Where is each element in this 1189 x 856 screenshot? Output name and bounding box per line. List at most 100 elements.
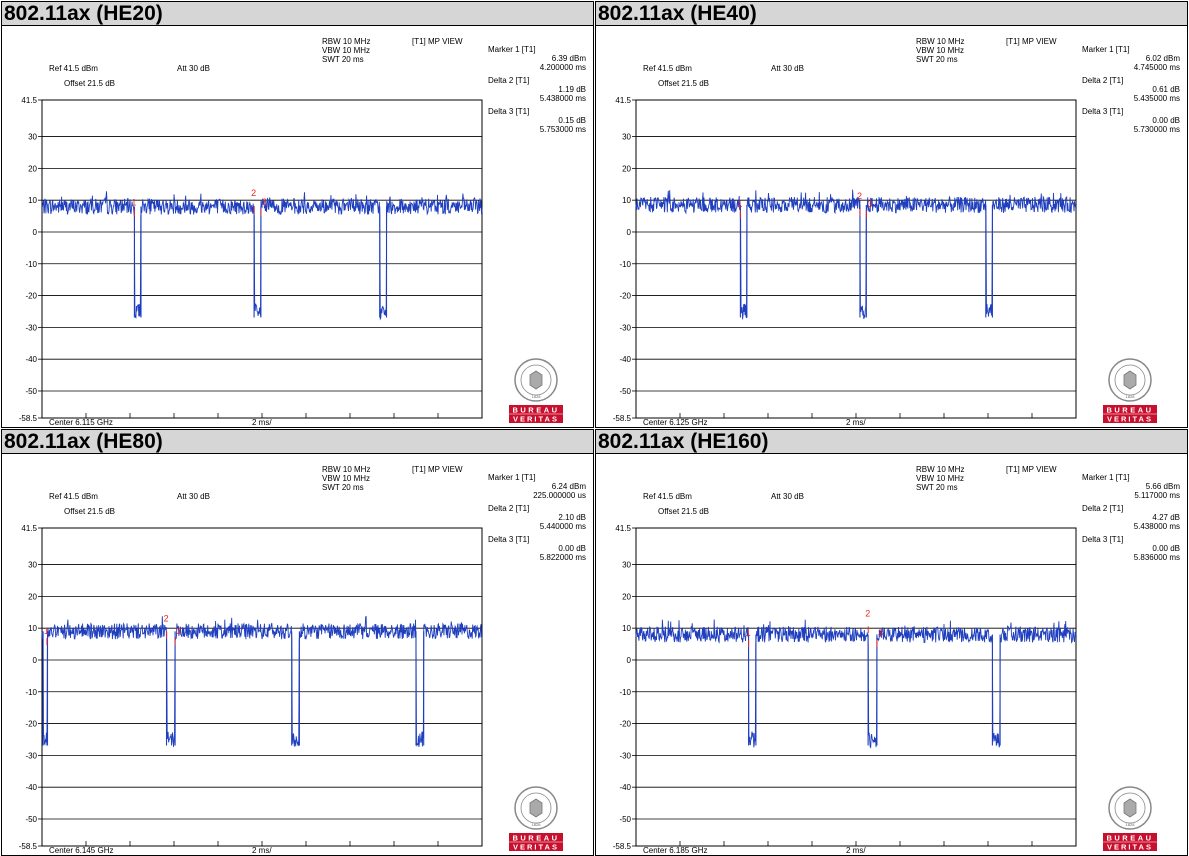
burst-gap-edge bbox=[748, 634, 757, 746]
y-tick-label: 41.5 bbox=[21, 524, 37, 533]
logo-emblem bbox=[1123, 370, 1137, 390]
logo-text-top: BUREAU bbox=[512, 834, 559, 843]
trace-mode-label: [T1] MP VIEW bbox=[1006, 37, 1057, 46]
ref-level-label: Ref 41.5 dBm bbox=[49, 64, 98, 73]
panel-title: 802.11ax (HE160) bbox=[596, 430, 1187, 454]
marker-readout-label: Marker 1 [T1] bbox=[488, 45, 536, 54]
y-tick-label: 41.5 bbox=[21, 96, 37, 105]
vbw-label: VBW 10 MHz bbox=[322, 474, 370, 483]
marker-2-label: 2 bbox=[865, 608, 870, 618]
logo-emblem bbox=[529, 798, 543, 818]
marker-readout-value: 5.66 dBm bbox=[1146, 482, 1181, 491]
trace-line bbox=[41, 615, 483, 748]
marker-readout-time: 5.836000 ms bbox=[1134, 553, 1180, 562]
y-tick-label: 41.5 bbox=[615, 524, 631, 533]
marker-readout-label: Delta 3 [T1] bbox=[488, 535, 529, 544]
marker-readout-label: Delta 3 [T1] bbox=[1082, 107, 1123, 116]
vbw-label: VBW 10 MHz bbox=[916, 46, 964, 55]
offset-label: Offset 21.5 dB bbox=[658, 79, 709, 88]
marker-readout-time: 5.440000 ms bbox=[540, 522, 586, 531]
burst-gap-edge bbox=[379, 206, 388, 318]
y-tick-label: 10 bbox=[622, 624, 631, 633]
marker-3-label: 3 bbox=[878, 628, 883, 638]
center-frequency-label: Center 6.145 GHz bbox=[49, 846, 113, 855]
trace-line bbox=[635, 619, 1077, 749]
panel-1: 802.11ax (HE20) RBW 10 MHz VBW 10 MHz SWT 2… bbox=[1, 1, 594, 428]
marker-readout-time: 5.753000 ms bbox=[540, 125, 586, 134]
burst-gap-edge bbox=[165, 631, 176, 746]
trace-line bbox=[41, 191, 483, 321]
y-tick-label: -20 bbox=[25, 292, 37, 301]
logo-emblem bbox=[529, 370, 543, 390]
marker-3-label: 3 bbox=[262, 197, 267, 207]
marker-readout-label: Delta 3 [T1] bbox=[488, 107, 529, 116]
marker-readout-value: 0.15 dB bbox=[558, 116, 586, 125]
ref-level-label: Ref 41.5 dBm bbox=[643, 64, 692, 73]
logo-year: 1828 bbox=[1126, 822, 1136, 827]
y-tick-label: -40 bbox=[619, 783, 631, 792]
y-tick-label: 10 bbox=[622, 196, 631, 205]
rbw-label: RBW 10 MHz bbox=[916, 37, 964, 46]
marker-1-label: 1 bbox=[44, 626, 49, 636]
y-tick-label: -58.5 bbox=[613, 842, 632, 851]
attenuation-label: Att 30 dB bbox=[177, 492, 210, 501]
marker-readout-time: 5.822000 ms bbox=[540, 553, 586, 562]
burst-gap-edge bbox=[42, 631, 49, 746]
attenuation-label: Att 30 dB bbox=[771, 492, 804, 501]
y-tick-label: 0 bbox=[627, 228, 632, 237]
logo-text-top: BUREAU bbox=[1106, 834, 1153, 843]
marker-readout-label: Delta 3 [T1] bbox=[1082, 535, 1123, 544]
marker-readout-value: 0.61 dB bbox=[1152, 85, 1180, 94]
y-tick-label: -40 bbox=[619, 355, 631, 364]
y-tick-label: -58.5 bbox=[19, 842, 38, 851]
trace-mode-label: [T1] MP VIEW bbox=[1006, 465, 1057, 474]
marker-2-label: 2 bbox=[164, 613, 169, 623]
time-division-label: 2 ms/ bbox=[846, 418, 866, 427]
marker-readout-time: 5.438000 ms bbox=[540, 94, 586, 103]
rbw-label: RBW 10 MHz bbox=[322, 37, 370, 46]
y-tick-label: -30 bbox=[25, 751, 37, 760]
logo-year: 1828 bbox=[1126, 394, 1136, 399]
panel-3: 802.11ax (HE80) RBW 10 MHz VBW 10 MHz SWT 2… bbox=[1, 429, 594, 856]
marker-2-label: 2 bbox=[857, 191, 862, 201]
y-tick-label: -50 bbox=[25, 387, 37, 396]
marker-readout-label: Marker 1 [T1] bbox=[1082, 473, 1130, 482]
burst-gap-edge bbox=[991, 634, 1001, 746]
marker-readout-label: Marker 1 [T1] bbox=[1082, 45, 1130, 54]
logo-text-bottom: VERITAS bbox=[1107, 415, 1153, 424]
center-frequency-label: Center 6.125 GHz bbox=[643, 418, 707, 427]
y-tick-label: -20 bbox=[619, 292, 631, 301]
y-tick-label: 30 bbox=[622, 561, 631, 570]
marker-readout-value: 0.00 dB bbox=[1152, 116, 1180, 125]
swt-label: SWT 20 ms bbox=[322, 55, 364, 64]
center-frequency-label: Center 6.185 GHz bbox=[643, 846, 707, 855]
y-tick-label: 0 bbox=[627, 656, 632, 665]
offset-label: Offset 21.5 dB bbox=[64, 79, 115, 88]
marker-3-label: 3 bbox=[176, 626, 181, 636]
burst-gap-edge bbox=[739, 204, 748, 318]
y-tick-label: -50 bbox=[619, 815, 631, 824]
marker-3-label: 3 bbox=[867, 199, 872, 209]
y-tick-label: -20 bbox=[25, 720, 37, 729]
marker-1-label: 1 bbox=[746, 628, 751, 638]
vbw-label: VBW 10 MHz bbox=[916, 474, 964, 483]
marker-1-label: 1 bbox=[131, 198, 136, 208]
center-frequency-label: Center 6.115 GHz bbox=[49, 418, 113, 427]
rbw-label: RBW 10 MHz bbox=[916, 465, 964, 474]
y-tick-label: 0 bbox=[33, 656, 38, 665]
time-division-label: 2 ms/ bbox=[252, 846, 272, 855]
rbw-label: RBW 10 MHz bbox=[322, 465, 370, 474]
y-tick-label: 20 bbox=[28, 164, 37, 173]
y-tick-label: -10 bbox=[619, 260, 631, 269]
panel-title: 802.11ax (HE20) bbox=[2, 2, 593, 26]
y-tick-label: -50 bbox=[619, 387, 631, 396]
ref-level-label: Ref 41.5 dBm bbox=[49, 492, 98, 501]
burst-gap-edge bbox=[985, 204, 993, 318]
plot-frame bbox=[635, 527, 1077, 847]
trace-line bbox=[635, 189, 1077, 320]
attenuation-label: Att 30 dB bbox=[771, 64, 804, 73]
marker-readout-time: 5.435000 ms bbox=[1134, 94, 1180, 103]
